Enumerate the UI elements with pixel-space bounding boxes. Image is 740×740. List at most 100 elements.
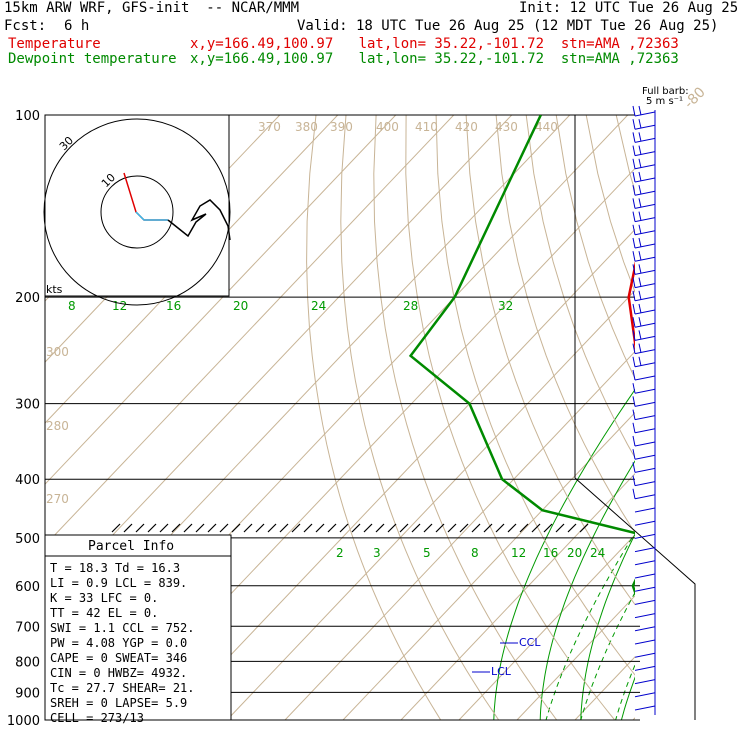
mixing-ratio-label: 2 [336,546,344,560]
hatch-mark [351,523,361,533]
mixing-ratio-label: 8 [471,546,479,560]
wind-barb [634,362,656,368]
wind-barb [634,269,656,275]
wind-barb-flag [632,330,636,341]
wind-barb [634,177,656,183]
hodograph-ring-outer [43,118,231,306]
forecast-hours: 6 h [64,18,90,34]
wind-barb [634,151,656,157]
wind-barb [634,547,656,553]
moist-adiabat-line [720,538,740,720]
wind-barb-flag [632,132,636,143]
ccl-label: CCL [519,636,541,649]
lcl-label: LCL [491,665,511,678]
parcel-info-row: K = 33 LFC = 0. [50,591,158,605]
isotherm-line [45,115,397,485]
pressure-label: 400 [15,473,40,488]
pressure-label: 200 [15,291,40,306]
hatch-mark [243,523,253,533]
isotherm-line [342,411,635,720]
hatch-mark [195,523,205,533]
wind-barb [634,243,656,249]
theta-label: 380 [295,120,318,134]
mixing-ratio-label: 8 [68,299,76,313]
mixing-ratio-line [493,388,635,720]
dewpoint-station-info: x,y=166.49,100.97 lat,lon= 35.22,-101.72… [190,51,679,67]
wind-barb-flag [638,303,642,314]
wind-barb-flag [632,449,636,460]
wind-barb-flag [638,132,642,142]
theta-label: 370 [258,120,281,134]
pressure-label: 1000 [7,714,40,729]
wind-barb [634,322,656,328]
dry-adiabat-line [373,115,558,720]
wind-barb-flag [632,185,636,196]
hatch-mark [579,523,589,533]
wind-barb [634,533,656,539]
wind-barb-flag [638,277,642,287]
wind-barb [634,639,656,645]
hodograph-trace-high [167,199,231,241]
parcel-info-row: TT = 42 EL = 0. [50,606,158,620]
parcel-info-row: CAPE = 0 SWEAT= 346 [50,651,187,665]
hatch-mark [183,523,193,533]
wind-barb-flag [632,462,636,473]
hatch-mark [483,523,493,533]
parcel-info-title: Parcel Info [88,539,175,554]
hatch-mark [567,523,577,533]
wind-barb-flag [632,343,636,354]
init-time: Init: 12 UTC Tue 26 Aug 25 [519,0,739,16]
wind-barb-flag [632,119,636,130]
wind-barb-flag [632,369,636,381]
theta-label: 420 [455,120,478,134]
wind-barb-flag [638,171,642,182]
isotherm-line [400,472,635,720]
isotherm-line [516,595,635,720]
dry-adiabat-line [495,115,635,534]
parcel-info-row: SREH = 0 LAPSE= 5.9 [50,696,187,710]
wind-barb [634,415,656,421]
isotherm-line [284,350,635,720]
hatch-mark [231,523,241,533]
wind-barb-flag [632,145,636,156]
wind-barb [634,256,656,262]
hatch-mark [519,523,529,533]
wind-barb-flag [632,105,636,117]
dry-adiabat-line [676,115,740,720]
hatch-mark [471,523,481,533]
wind-barb-flag [638,119,642,129]
hatch-mark [219,523,229,533]
mixing-ratio-label: 24 [311,299,326,313]
parcel-info-row: T = 18.3 Td = 16.3 [50,561,180,575]
wind-barb [634,309,656,315]
hatch-mark [159,523,169,533]
hatch-mark [147,523,157,533]
hatch-mark [339,523,349,533]
wind-barb-flag [632,409,636,420]
mixing-ratio-label: 20 [567,546,582,560]
wind-barb-flag [632,475,636,486]
wind-barb-flag [638,185,642,195]
parcel-info-row: SWI = 1.1 CCL = 752. [50,621,195,635]
mixing-ratio-line [668,297,740,720]
pressure-label: 700 [15,620,40,635]
hatch-mark [435,523,445,533]
wind-barb-flag [638,317,642,327]
hatch-mark [207,523,217,533]
wind-barb-flag [632,158,636,169]
hatch-mark [447,523,457,533]
wind-barb-flag [638,105,642,116]
pressure-label: 100 [15,109,40,124]
isotherm-line [168,228,635,720]
parcel-info-row: CELL = 273/13 [50,711,144,725]
wind-barb-flag [632,224,636,235]
wind-barb-flag [632,171,636,183]
dry-adiabat-line [435,115,635,676]
pressure-label: 300 [15,398,40,413]
dry-adiabat-line [646,115,740,720]
wind-barb-flag [638,237,642,248]
theta-label: 280 [46,419,69,433]
hodograph-units: kts [46,283,63,296]
temperature-station-info: x,y=166.49,100.97 lat,lon= 35.22,-101.72… [190,36,679,52]
